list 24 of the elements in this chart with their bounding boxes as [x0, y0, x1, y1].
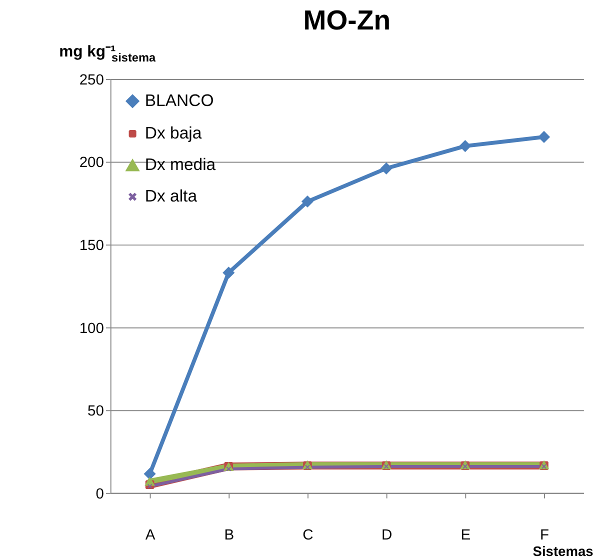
x-axis-title: Sistemas	[532, 544, 594, 558]
x-tick-label: D	[381, 528, 392, 544]
x-tick-label: F	[540, 528, 550, 544]
point	[222, 266, 235, 279]
legend-label: Dx media	[144, 155, 216, 174]
x-tick-label: B	[224, 528, 234, 544]
legend-label: Dx alta	[144, 186, 198, 206]
legend-label: BLANCO	[144, 91, 214, 110]
point	[301, 195, 314, 208]
y-tick-label: 200	[79, 155, 104, 172]
point	[459, 140, 472, 152]
y-tick-label: 50	[88, 404, 104, 420]
point	[144, 476, 155, 486]
point	[380, 162, 392, 174]
x-tick-label: C	[302, 528, 314, 544]
point	[144, 468, 156, 480]
y-tick-label: 0	[96, 486, 104, 502]
y-tick-label: 100	[79, 320, 104, 337]
x-tick-label: E	[460, 528, 471, 544]
y-tick-label: 150	[79, 238, 104, 254]
y-tick-label: 250	[79, 72, 104, 88]
chart-title: MO-Zn	[303, 4, 391, 36]
x-tick-label: A	[145, 528, 156, 544]
legend-label: Dx baja	[144, 124, 202, 143]
